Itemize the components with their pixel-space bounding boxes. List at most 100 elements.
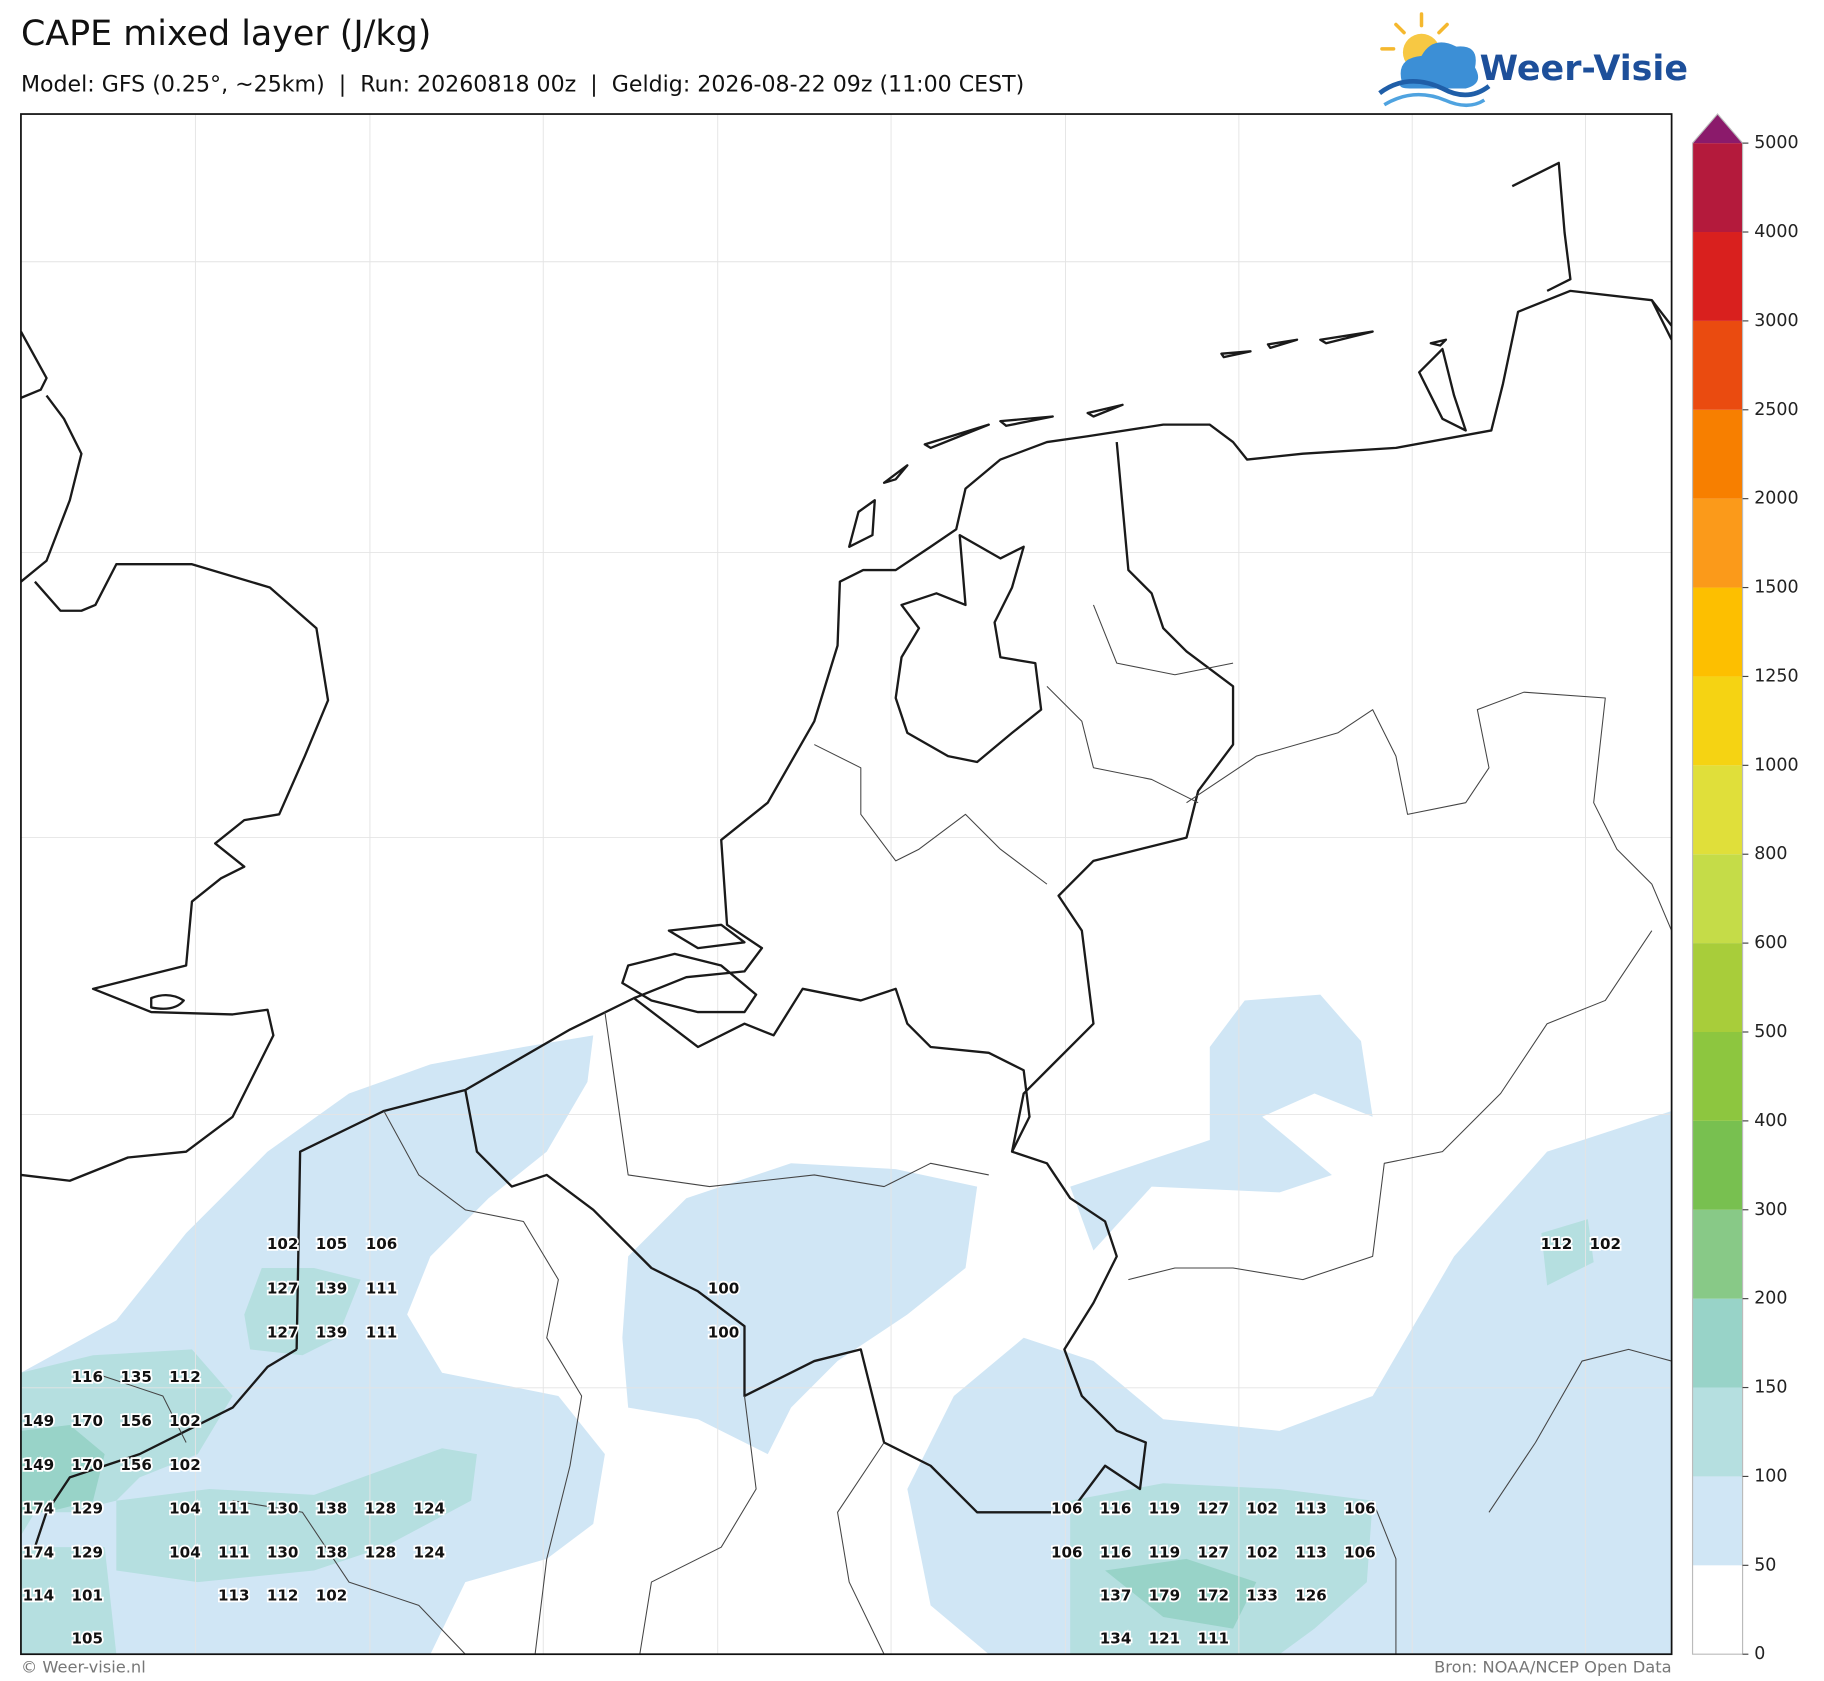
cape-label: 111 xyxy=(366,1279,398,1297)
cape-label: 174 xyxy=(23,1544,55,1562)
colorbar-tick-label: 200 xyxy=(1754,1289,1787,1309)
cape-label: 106 xyxy=(1344,1544,1376,1562)
cape-label: 156 xyxy=(120,1412,152,1430)
cape-label: 149 xyxy=(23,1456,55,1474)
footer-source: Bron: NOAA/NCEP Open Data xyxy=(1434,1658,1672,1677)
colorbar-tick-label: 300 xyxy=(1754,1200,1787,1220)
cape-label: 116 xyxy=(1100,1544,1132,1562)
footer-credit: © Weer-visie.nl xyxy=(21,1658,146,1677)
cape-label: 130 xyxy=(267,1499,299,1517)
colorbar-segment xyxy=(1692,587,1743,677)
cape-label: 102 xyxy=(267,1235,299,1253)
cape-label: 106 xyxy=(1051,1544,1083,1562)
cape-label: 111 xyxy=(218,1499,250,1517)
colorbar-segment xyxy=(1692,1565,1743,1655)
cape-label: 111 xyxy=(218,1544,250,1562)
cape-label: 105 xyxy=(316,1235,348,1253)
cape-label: 102 xyxy=(1590,1235,1622,1253)
colorbar-tick-label: 2000 xyxy=(1754,489,1798,509)
borders xyxy=(464,441,1235,1514)
cape-label: 135 xyxy=(120,1368,152,1386)
colorbar-segment xyxy=(1692,1476,1743,1566)
colorbar-segment xyxy=(1692,1120,1743,1210)
cape-label: 106 xyxy=(1051,1499,1083,1517)
colorbar-tick-label: 100 xyxy=(1754,1466,1787,1486)
colorbar-segment xyxy=(1692,1209,1743,1299)
cape-label: 102 xyxy=(169,1412,201,1430)
graticule xyxy=(20,114,1672,1655)
colorbar-tick-label: 1500 xyxy=(1754,578,1798,598)
cape-label: 139 xyxy=(316,1324,348,1342)
title: CAPE mixed layer (J/kg) xyxy=(21,14,431,54)
cape-label: 126 xyxy=(1295,1587,1327,1605)
cape-label: 119 xyxy=(1149,1499,1181,1517)
cape-label: 124 xyxy=(413,1544,445,1562)
cape-label: 174 xyxy=(23,1499,55,1517)
map: 102 105 106 112 102 127 139 111 100 127 139 111 100 1… xyxy=(20,114,1672,1655)
colorbar-tick-label: 5000 xyxy=(1754,133,1798,153)
provinces xyxy=(92,604,1672,1655)
cape-label: 170 xyxy=(71,1456,103,1474)
colorbar-extend xyxy=(1692,114,1743,144)
colorbar-segment xyxy=(1692,1387,1743,1477)
cape-label: 134 xyxy=(1100,1630,1132,1648)
cape-label: 113 xyxy=(1295,1499,1327,1517)
cape-label: 127 xyxy=(267,1324,299,1342)
colorbar-segment xyxy=(1692,320,1743,410)
colorbar-tick-label: 600 xyxy=(1754,933,1787,953)
cape-label: 102 xyxy=(1246,1544,1278,1562)
colorbar-tick-label: 1250 xyxy=(1754,666,1798,686)
colorbar-segment xyxy=(1692,676,1743,766)
coastlines xyxy=(20,161,1672,1548)
cape-label: 102 xyxy=(316,1587,348,1605)
cape-label: 113 xyxy=(1295,1544,1327,1562)
value-labels: 102 105 106 112 102 127 139 111 100 127 139 111 100 1… xyxy=(21,1233,1623,1649)
map-frame xyxy=(20,113,1673,1656)
cape-150-200 xyxy=(20,1425,1257,1629)
cape-label: 130 xyxy=(267,1544,299,1562)
cape-label: 100 xyxy=(708,1324,740,1342)
cape-label: 128 xyxy=(365,1499,397,1517)
cape-label: 112 xyxy=(267,1587,299,1605)
colorbar-segment xyxy=(1692,143,1743,233)
colorbar-segment xyxy=(1692,498,1743,588)
cape-label: 104 xyxy=(169,1544,201,1562)
cape-label: 137 xyxy=(1100,1587,1132,1605)
cape-label: 101 xyxy=(71,1587,103,1605)
colorbar-tick-label: 0 xyxy=(1754,1644,1765,1664)
colorbar-segment xyxy=(1692,854,1743,944)
cape-label: 106 xyxy=(366,1235,398,1253)
colorbar-segment xyxy=(1692,232,1743,321)
cape-label: 105 xyxy=(71,1630,103,1648)
cape-label: 114 xyxy=(23,1587,55,1605)
cape-label: 106 xyxy=(1344,1499,1376,1517)
colorbar: 0 50 100 150 200 300 400 500 600 800 1000 1250 1500 2… xyxy=(1691,113,1799,1664)
colorbar-tick-label: 400 xyxy=(1754,1111,1787,1131)
cape-label: 121 xyxy=(1149,1630,1181,1648)
colorbar-outline xyxy=(1691,113,1744,1655)
colorbar-tick-label: 150 xyxy=(1754,1378,1787,1398)
cape-label: 112 xyxy=(1541,1235,1573,1253)
cape-label: 116 xyxy=(1100,1499,1132,1517)
cape-label: 170 xyxy=(71,1412,103,1430)
cape-label: 179 xyxy=(1149,1587,1181,1605)
cape-label: 124 xyxy=(413,1499,445,1517)
cape-label: 127 xyxy=(267,1279,299,1297)
colorbar-tick-label: 4000 xyxy=(1754,222,1798,242)
cape-label: 102 xyxy=(169,1456,201,1474)
cape-label: 104 xyxy=(169,1499,201,1517)
cape-label: 112 xyxy=(169,1368,201,1386)
cape-label: 111 xyxy=(1198,1630,1230,1648)
colorbar-tick-label: 1000 xyxy=(1754,755,1798,775)
colorbar-segment xyxy=(1692,409,1743,499)
cape-label: 127 xyxy=(1198,1544,1230,1562)
cape-label: 133 xyxy=(1246,1587,1278,1605)
cape-label: 116 xyxy=(71,1368,103,1386)
colorbar-segment xyxy=(1692,1031,1743,1121)
colorbar-tick-label: 2500 xyxy=(1754,400,1798,420)
cape-label: 113 xyxy=(218,1587,250,1605)
subtitle: Model: GFS (0.25°, ~25km) | Run: 2026081… xyxy=(21,71,1024,97)
colorbar-segment xyxy=(1692,943,1743,1032)
cape-label: 100 xyxy=(708,1279,740,1297)
